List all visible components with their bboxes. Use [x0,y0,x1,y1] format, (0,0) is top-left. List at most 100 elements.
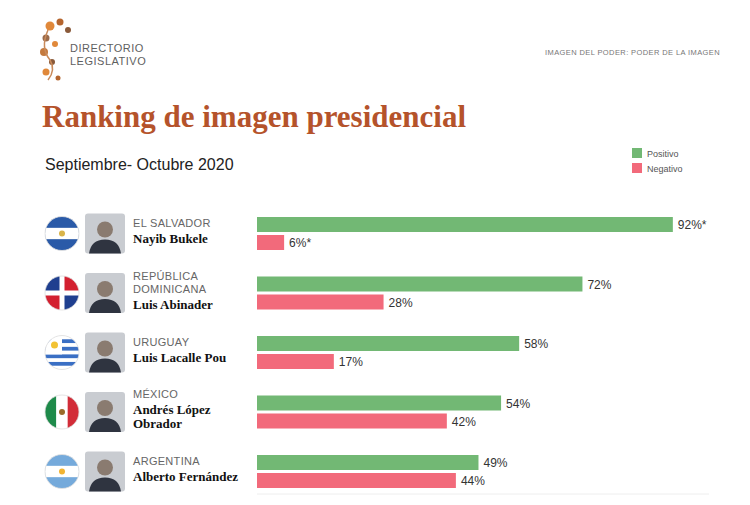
flag-border [45,217,79,251]
bar [257,336,519,351]
portrait-head [97,400,113,416]
logo-text: DIRECTORIOLEGISLATIVO [70,42,146,67]
portrait-head [97,222,113,238]
data-labels: 92%*6%*72%28%58%17%54%42%49%44% [289,218,707,488]
flag-part [45,228,79,239]
portrait [85,392,125,432]
country-label: REPÚBLICADOMINICANA [133,270,207,295]
portrait [85,273,125,313]
president-label: Alberto Fernández [133,469,238,484]
portrait-body [89,359,121,373]
bar [257,396,501,411]
flag [45,336,79,370]
legend-swatch [632,163,642,173]
portrait [85,452,125,492]
background [0,0,750,505]
flag [45,217,79,251]
president-label: Luis Abinader [133,297,213,312]
chart: DIRECTORIOLEGISLATIVO IMAGEN DEL PODER: P… [0,0,750,505]
flag [45,276,82,313]
president-label: Luis Lacalle Pou [133,350,226,365]
portrait-bg [85,392,125,432]
data-label: 17% [339,355,363,369]
flag-part [45,276,79,310]
logo-dot [65,27,71,33]
country-label: EL SALVADOR [133,217,211,229]
data-label: 42% [452,415,476,429]
data-label: 44% [461,474,485,488]
bars [257,217,673,488]
portrait-bg [85,452,125,492]
logo: DIRECTORIOLEGISLATIVO [40,19,146,81]
flag-border [45,276,79,310]
logo-dot [43,69,50,76]
title: Ranking de imagen presidencial [42,99,466,134]
bar [257,414,447,429]
flag-part [65,276,82,291]
data-label: 54% [506,397,530,411]
bar [257,217,673,232]
flag-part [45,217,79,251]
legend-swatch [632,148,642,158]
portrait-body [89,418,121,432]
country-label: URUGUAY [133,336,190,348]
portrait-head [97,341,113,357]
logo-dot [52,41,58,47]
legend: Positivo Negativo [632,148,683,174]
bar [257,235,284,250]
flag-part [45,455,79,489]
bar [257,455,478,470]
president-label: Andrés LópezObrador [133,402,211,431]
portrait-body [89,299,121,313]
portrait [85,214,125,254]
portrait-body [89,478,121,492]
portrait-bg [85,333,125,373]
bar [257,295,384,310]
flag-part [45,466,79,477]
flag-part [45,336,79,370]
portrait [85,333,125,373]
flag-border [45,336,79,370]
flag-part [51,341,58,348]
flag-part [45,395,56,429]
flag-border [45,455,79,489]
portrait-head [97,460,113,476]
flag-part [59,409,65,415]
flag-part [59,469,65,475]
country-label: ARGENTINA [133,455,200,467]
country-label: MÉXICO [133,388,178,400]
logo-arc [44,30,52,80]
data-label: 58% [524,337,548,351]
portrait-body [89,240,121,254]
flag-part [45,336,62,355]
flag-part [45,354,79,358]
flag-part [68,395,79,429]
flag-part [45,276,60,291]
flag-part [56,395,67,429]
bar [257,354,334,369]
portrait-bg [85,214,125,254]
data-label: 6%* [289,236,311,250]
flag [45,455,79,489]
legend-label: Negativo [647,164,683,174]
data-label: 49% [483,456,507,470]
bar [257,277,582,292]
legend-label: Positivo [647,149,679,159]
president-label: Nayib Bukele [133,231,208,246]
portrait-head [97,281,113,297]
tagline: IMAGEN DEL PODER: PODER DE LA IMAGEN [545,48,720,57]
flag [45,395,79,429]
portrait-bg [85,273,125,313]
data-label: 28% [389,296,413,310]
logo-dot [46,22,55,31]
flag-part [59,231,65,237]
logo-dot [56,76,61,81]
flag-border [45,395,79,429]
logo-dot [57,19,64,26]
data-label: 72% [587,278,611,292]
axis-line [257,494,709,495]
bar [257,473,456,488]
subtitle: Septiembre- Octubre 2020 [45,156,234,173]
flag-part [45,296,60,313]
flag-part [65,296,82,313]
